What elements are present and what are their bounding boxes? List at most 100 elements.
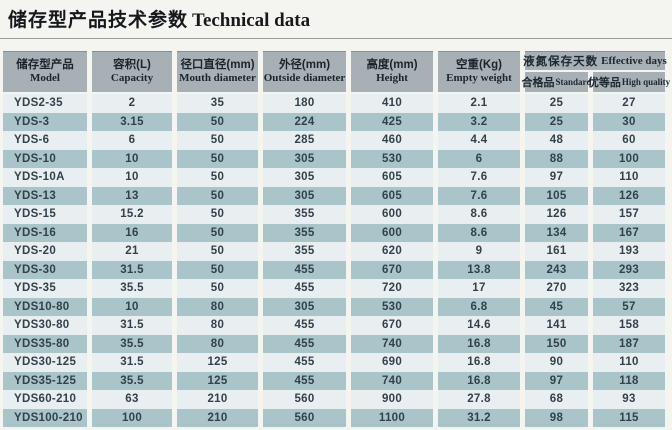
header-effective-days-en: Effective days (601, 55, 667, 67)
header-effective-days-group: 液氮保存天数 Effective days (523, 51, 667, 70)
cell-capacity: 35.5 (92, 279, 172, 298)
cell-capacity: 31.5 (92, 316, 172, 335)
cell-mouth: 80 (177, 334, 258, 353)
cell-model: YDS2-35 (3, 94, 87, 113)
cell-weight: 9 (438, 242, 520, 261)
table-row: YDS10-80 10 80 305 530 6.8 45 57 (3, 297, 665, 316)
header-empty-weight: 空重(Kg) Empty weight (438, 51, 520, 92)
header-height: 高度(mm) Height (351, 51, 433, 92)
cell-height: 530 (351, 149, 433, 168)
cell-mouth: 50 (177, 131, 258, 150)
cell-weight: 3.2 (438, 112, 520, 131)
cell-height: 605 (351, 168, 433, 187)
header-high-quality-en: High quality (621, 77, 671, 87)
cell-height: 460 (351, 131, 433, 150)
cell-model: YDS-10A (3, 168, 87, 187)
cell-weight: 6.8 (438, 297, 520, 316)
cell-outside: 455 (263, 279, 346, 298)
cell-standard: 68 (525, 390, 588, 409)
cell-height: 670 (351, 316, 433, 335)
cell-outside: 560 (263, 408, 346, 427)
cell-standard: 25 (525, 112, 588, 131)
table-row: YDS-13 13 50 305 605 7.6 105 126 (3, 186, 665, 205)
table-row: YDS-3 3.15 50 224 425 3.2 25 30 (3, 112, 665, 131)
header-capacity-en: Capacity (110, 72, 154, 85)
cell-weight: 13.8 (438, 260, 520, 279)
cell-outside: 455 (263, 316, 346, 335)
table-row: YDS-15 15.2 50 355 600 8.6 126 157 (3, 205, 665, 224)
cell-high: 115 (593, 408, 665, 427)
cell-high: 323 (593, 279, 665, 298)
cell-model: YDS-20 (3, 242, 87, 261)
cell-capacity: 10 (92, 149, 172, 168)
cell-model: YDS-6 (3, 131, 87, 150)
cell-weight: 17 (438, 279, 520, 298)
cell-weight: 2.1 (438, 94, 520, 113)
cell-standard: 90 (525, 353, 588, 372)
table-row: YDS-10A 10 50 305 605 7.6 97 110 (3, 168, 665, 187)
cell-high: 187 (593, 334, 665, 353)
header-height-zh: 高度(mm) (366, 59, 418, 72)
cell-mouth: 210 (177, 408, 258, 427)
cell-high: 110 (593, 168, 665, 187)
cell-weight: 6 (438, 149, 520, 168)
cell-capacity: 13 (92, 186, 172, 205)
table-row: YDS-6 6 50 285 460 4.4 48 60 (3, 131, 665, 150)
cell-standard: 105 (525, 186, 588, 205)
cell-height: 620 (351, 242, 433, 261)
cell-outside: 180 (263, 94, 346, 113)
header-model-zh: 储存型产品 (16, 59, 74, 72)
cell-height: 900 (351, 390, 433, 409)
cell-weight: 27.8 (438, 390, 520, 409)
cell-weight: 7.6 (438, 168, 520, 187)
header-high-quality: 优等品 High quality (588, 72, 670, 92)
page-title: 储存型产品技术参数 Technical data (0, 0, 672, 36)
cell-height: 410 (351, 94, 433, 113)
cell-mouth: 80 (177, 316, 258, 335)
header-mouth-diameter: 径口直径(mm) Mouth diameter (177, 51, 258, 92)
cell-height: 670 (351, 260, 433, 279)
cell-weight: 8.6 (438, 205, 520, 224)
table-row: YDS35-80 35.5 80 455 740 16.8 150 187 (3, 334, 665, 353)
cell-weight: 14.6 (438, 316, 520, 335)
cell-model: YDS-10 (3, 149, 87, 168)
cell-outside: 455 (263, 353, 346, 372)
cell-model: YDS10-80 (3, 297, 87, 316)
cell-mouth: 50 (177, 242, 258, 261)
cell-mouth: 125 (177, 353, 258, 372)
header-mouth-diameter-zh: 径口直径(mm) (180, 59, 255, 72)
cell-capacity: 16 (92, 223, 172, 242)
cell-height: 740 (351, 334, 433, 353)
header-height-en: Height (376, 72, 408, 85)
cell-high: 167 (593, 223, 665, 242)
cell-height: 720 (351, 279, 433, 298)
cell-capacity: 10 (92, 297, 172, 316)
cell-standard: 150 (525, 334, 588, 353)
cell-height: 600 (351, 205, 433, 224)
cell-outside: 355 (263, 205, 346, 224)
table-row: YDS30-80 31.5 80 455 670 14.6 141 158 (3, 316, 665, 335)
header-high-quality-zh: 优等品 (587, 77, 621, 89)
cell-mouth: 50 (177, 205, 258, 224)
cell-standard: 270 (525, 279, 588, 298)
cell-model: YDS30-80 (3, 316, 87, 335)
cell-high: 93 (593, 390, 665, 409)
cell-capacity: 35.5 (92, 334, 172, 353)
cell-mouth: 50 (177, 186, 258, 205)
header-standard: 合格品 Standard (522, 72, 592, 92)
cell-outside: 285 (263, 131, 346, 150)
cell-outside: 455 (263, 334, 346, 353)
header-capacity-zh: 容积(L) (113, 59, 151, 72)
header-model-en: Model (30, 72, 60, 85)
cell-mouth: 210 (177, 390, 258, 409)
table-row: YDS60-210 63 210 560 900 27.8 68 93 (3, 390, 665, 409)
cell-model: YDS-13 (3, 186, 87, 205)
table-row: YDS-10 10 50 305 530 6 88 100 (3, 149, 665, 168)
cell-standard: 161 (525, 242, 588, 261)
cell-standard: 126 (525, 205, 588, 224)
cell-height: 600 (351, 223, 433, 242)
cell-high: 126 (593, 186, 665, 205)
cell-capacity: 63 (92, 390, 172, 409)
header-mouth-diameter-en: Mouth diameter (179, 72, 256, 85)
cell-height: 1100 (351, 408, 433, 427)
